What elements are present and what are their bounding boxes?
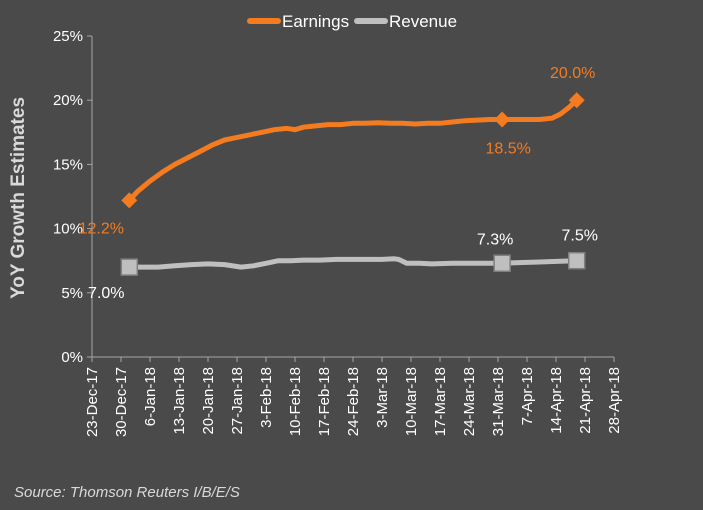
x-tick-label: 10-Mar-18 [403,367,420,436]
x-tick-label: 13-Jan-18 [171,367,188,435]
legend-label-revenue: Revenue [389,12,457,31]
data-point-revenue [120,258,139,276]
x-tick-label: 28-Apr-18 [606,367,623,434]
x-tick-label: 3-Feb-18 [258,367,275,428]
data-point-earnings [494,111,511,128]
x-tick-label: 7-Apr-18 [519,367,536,425]
legend: Earnings Revenue [247,12,457,31]
data-label-revenue: 7.3% [477,231,513,248]
x-tick-label: 31-Mar-18 [490,367,507,436]
x-tick-label: 23-Dec-17 [84,367,101,437]
data-label-earnings: 20.0% [550,65,595,82]
data-point-revenue [493,254,511,273]
y-tick-label: 20% [53,92,83,109]
data-label-earnings: 12.2% [79,220,124,237]
x-tick-label: 27-Jan-18 [229,367,246,435]
x-tick-label: 21-Apr-18 [577,367,594,434]
y-tick-label: 25% [53,28,83,45]
data-point-earnings [121,192,138,209]
y-tick-label: 10% [53,221,83,238]
x-tick-label: 24-Feb-18 [345,367,362,436]
x-tick-label: 17-Mar-18 [432,367,449,436]
legend-label-earnings: Earnings [282,12,349,31]
series-line-earnings [126,97,580,203]
series-layer: 12.2% 18.5% 20.0% 7.0% 7.3% 7.5% [79,65,598,302]
source-note: Source: Thomson Reuters I/B/E/S [14,484,240,501]
y-tick-label: 0% [61,349,83,366]
x-tick-label: 17-Feb-18 [316,367,333,436]
axes: 0% 5% 10% 15% 20% 25% 23-Dec-17 30-Dec-17 6-Jan-… [53,28,623,437]
x-tick-label: 10-Feb-18 [287,367,304,436]
data-point-earnings [568,92,585,109]
data-label-revenue: 7.5% [561,228,597,245]
x-tick-label: 3-Mar-18 [374,367,391,428]
y-axis-label: YoY Growth Estimates [8,97,29,299]
data-label-earnings: 18.5% [485,140,530,157]
x-tick-label: 6-Jan-18 [142,367,159,426]
x-tick-label: 24-Mar-18 [461,367,478,436]
y-tick-label: 15% [53,156,83,173]
x-tick-label: 30-Dec-17 [113,367,130,437]
x-tick-label: 14-Apr-18 [548,367,565,434]
data-point-revenue [567,251,586,270]
y-tick-label: 5% [61,285,83,302]
x-tick-label: 20-Jan-18 [200,367,217,435]
data-label-revenue: 7.0% [88,285,124,302]
